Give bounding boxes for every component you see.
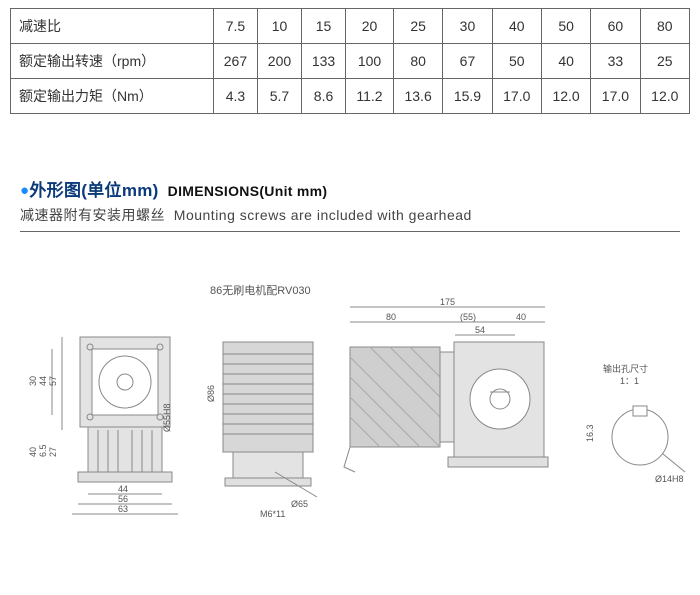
cell: 5.7 [257, 79, 301, 114]
cell: 50 [492, 44, 541, 79]
gearbox-front-view: 57 44 30 27 6.5 40 44 56 63 Ø55H8 [20, 322, 195, 522]
row-label: 额定输出力矩（Nm） [11, 79, 214, 114]
svg-text:80: 80 [386, 312, 396, 322]
spec-table: 减速比 7.5 10 15 20 25 30 40 50 60 80 额定输出转… [10, 8, 690, 114]
cell: 40 [541, 44, 590, 79]
svg-text:40: 40 [516, 312, 526, 322]
svg-text:Ø14H8: Ø14H8 [655, 474, 684, 484]
svg-text:44: 44 [38, 376, 48, 386]
svg-text:Ø55H8: Ø55H8 [162, 403, 172, 432]
output-hole-detail: 输出孔尺寸 1：1 16.3 Ø14H8 [585, 362, 695, 502]
dimension-drawing: 86无刷电机配RV030 57 44 30 27 6.5 40 44 56 63… [10, 282, 690, 532]
cell: 30 [443, 9, 492, 44]
svg-text:54: 54 [475, 325, 485, 335]
cell: 12.0 [541, 79, 590, 114]
svg-text:30: 30 [28, 376, 38, 386]
title-en: DIMENSIONS(Unit mm) [168, 183, 328, 199]
cell: 267 [213, 44, 257, 79]
svg-text:M6*11: M6*11 [260, 509, 285, 519]
svg-text:Ø65: Ø65 [291, 499, 308, 509]
svg-text:16.3: 16.3 [585, 424, 595, 442]
svg-text:27: 27 [48, 447, 58, 457]
svg-text:6.5: 6.5 [38, 444, 48, 457]
cell: 4.3 [213, 79, 257, 114]
cell: 100 [346, 44, 394, 79]
cell: 50 [541, 9, 590, 44]
cell: 80 [640, 9, 689, 44]
cell: 60 [591, 9, 640, 44]
svg-text:175: 175 [440, 297, 455, 307]
cell: 17.0 [591, 79, 640, 114]
svg-text:(55): (55) [460, 312, 476, 322]
assembly-side-view: 175 80 (55) 40 54 [340, 297, 565, 522]
table-row: 减速比 7.5 10 15 20 25 30 40 50 60 80 [11, 9, 690, 44]
cell: 15 [302, 9, 346, 44]
cell: 8.6 [302, 79, 346, 114]
cell: 13.6 [393, 79, 442, 114]
svg-text:Ø86: Ø86 [206, 385, 216, 402]
cell: 11.2 [346, 79, 394, 114]
cell: 40 [492, 9, 541, 44]
row-label: 额定输出转速（rpm） [11, 44, 214, 79]
cell: 15.9 [443, 79, 492, 114]
svg-text:1：1: 1：1 [620, 376, 639, 386]
section-subtitle: 减速器附有安装用螺丝 Mounting screws are included … [20, 205, 690, 225]
cell: 12.0 [640, 79, 689, 114]
cell: 25 [393, 9, 442, 44]
cell: 33 [591, 44, 640, 79]
cell: 200 [257, 44, 301, 79]
cell: 7.5 [213, 9, 257, 44]
svg-text:56: 56 [118, 494, 128, 504]
subtitle-cn: 减速器附有安装用螺丝 [20, 207, 165, 223]
section-divider [20, 231, 680, 232]
svg-text:40: 40 [28, 447, 38, 457]
cell: 80 [393, 44, 442, 79]
svg-text:57: 57 [48, 376, 58, 386]
table-row: 额定输出力矩（Nm） 4.3 5.7 8.6 11.2 13.6 15.9 17… [11, 79, 690, 114]
cell: 133 [302, 44, 346, 79]
motor-side-view: Ø86 Ø65 M6*11 [205, 312, 335, 522]
cell: 25 [640, 44, 689, 79]
table-row: 额定输出转速（rpm） 267 200 133 100 80 67 50 40 … [11, 44, 690, 79]
subtitle-en: Mounting screws are included with gearhe… [174, 207, 472, 223]
svg-text:63: 63 [118, 504, 128, 514]
row-label: 减速比 [11, 9, 214, 44]
section-title: ●外形图(单位mm) DIMENSIONS(Unit mm) [20, 176, 690, 201]
cell: 20 [346, 9, 394, 44]
cell: 67 [443, 44, 492, 79]
cell: 10 [257, 9, 301, 44]
caption-text: 86无刷电机配RV030 [210, 283, 311, 297]
svg-text:44: 44 [118, 484, 128, 494]
bullet-icon: ● [20, 182, 29, 199]
title-cn: 外形图(单位mm) [29, 181, 158, 200]
cell: 17.0 [492, 79, 541, 114]
output-hole-title: 输出孔尺寸 [603, 363, 648, 374]
